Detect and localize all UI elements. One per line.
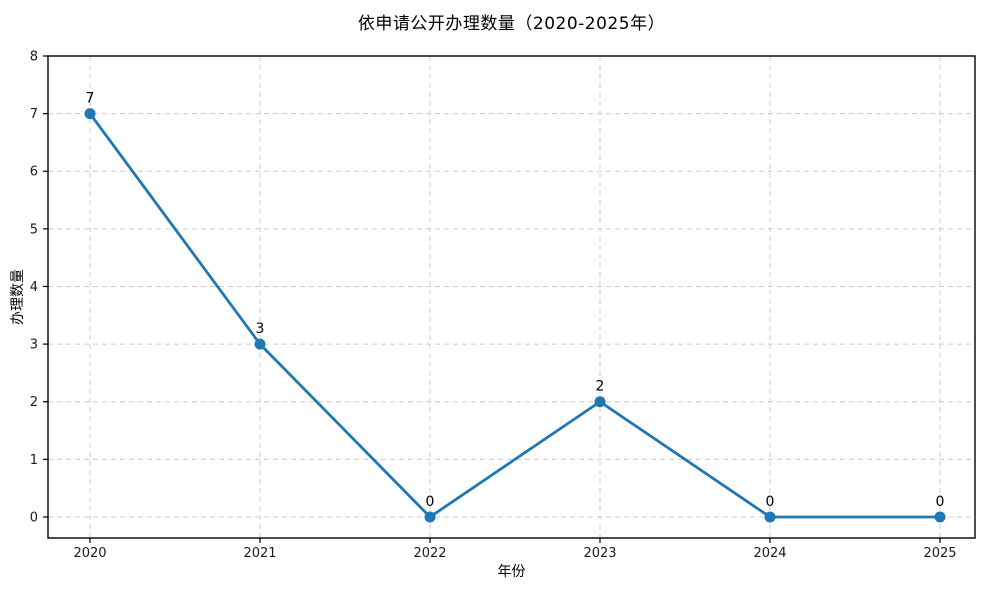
- x-axis-label: 年份: [497, 564, 526, 580]
- y-tick-label: 7: [30, 107, 38, 122]
- x-tick-label: 2020: [73, 546, 106, 561]
- x-tick-label: 2023: [583, 546, 616, 561]
- y-tick-label: 0: [30, 510, 38, 525]
- data-point: [764, 511, 776, 523]
- point-label: 3: [256, 321, 265, 337]
- y-tick-label: 1: [30, 453, 38, 468]
- y-tick-label: 8: [30, 50, 38, 65]
- x-tick-label: 2021: [243, 546, 276, 561]
- point-label: 0: [426, 494, 435, 510]
- x-tick-label: 2025: [923, 546, 956, 561]
- point-label: 2: [596, 379, 605, 395]
- point-label: 7: [86, 91, 95, 107]
- data-point: [84, 108, 96, 120]
- y-axis-label: 办理数量: [10, 269, 26, 325]
- x-tick-label: 2024: [753, 546, 786, 561]
- y-tick-label: 2: [30, 395, 38, 410]
- data-point: [934, 511, 946, 523]
- series-line: [88, 112, 942, 519]
- x-tick-label: 2022: [413, 546, 446, 561]
- y-tick-label: 3: [30, 338, 38, 353]
- data-point: [424, 511, 436, 523]
- data-point: [594, 396, 606, 408]
- y-tick-label: 6: [30, 165, 38, 180]
- plot-border: [47, 55, 976, 539]
- point-label: 0: [766, 494, 775, 510]
- data-point: [254, 338, 266, 350]
- chart-title: 依申请公开办理数量（2020-2025年）: [357, 14, 666, 34]
- y-tick-label: 4: [30, 280, 38, 295]
- y-tick-label: 5: [30, 222, 38, 237]
- point-label: 0: [936, 494, 945, 510]
